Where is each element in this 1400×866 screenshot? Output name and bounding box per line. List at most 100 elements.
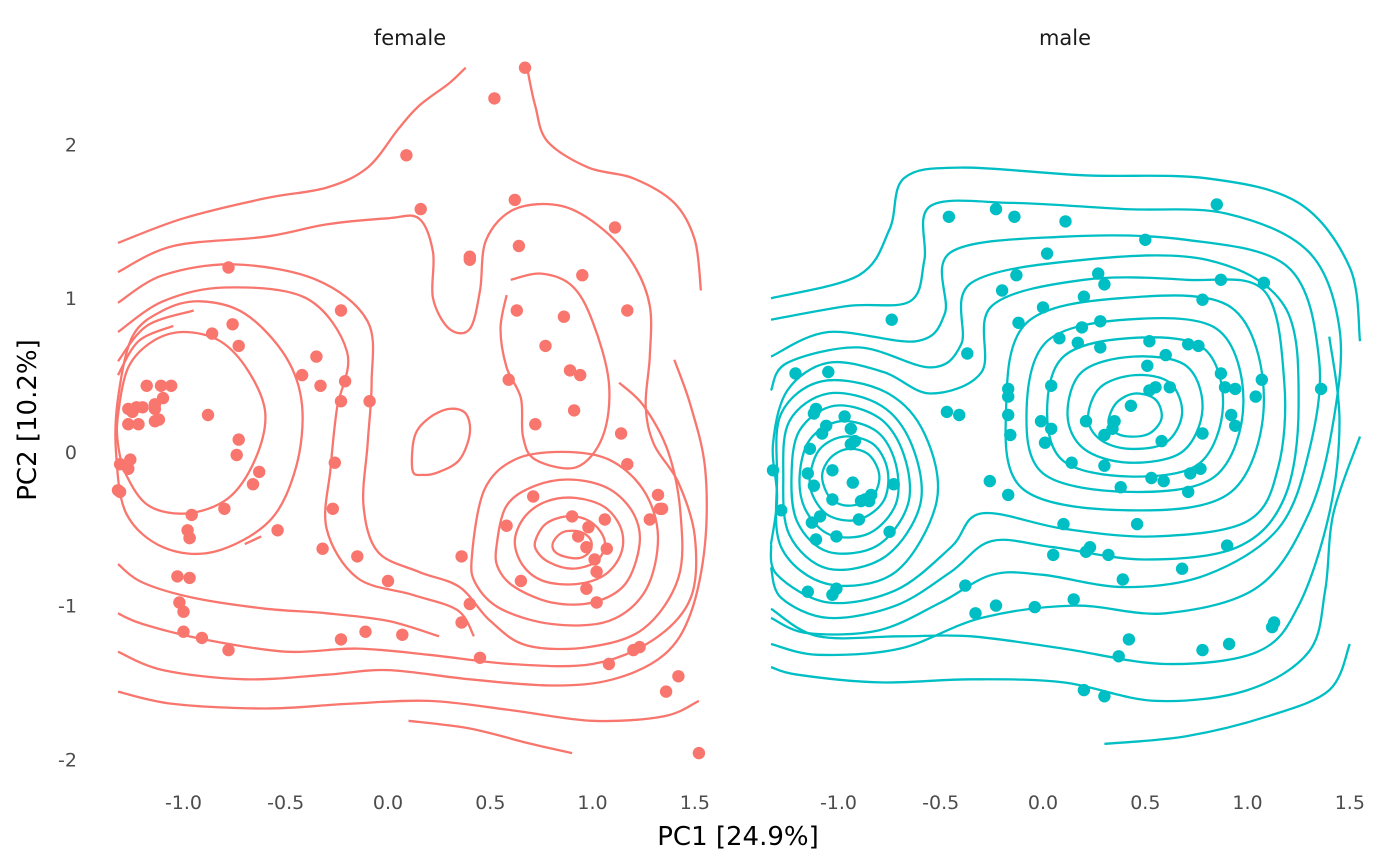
data-point: [563, 364, 577, 377]
data-point: [1314, 382, 1328, 396]
data-point: [1124, 399, 1138, 412]
y-tick-label: -1: [58, 596, 77, 618]
data-point: [488, 92, 501, 105]
data-point: [1077, 683, 1091, 697]
contour-ring: [115, 330, 267, 515]
density-contours-female: [114, 66, 708, 755]
data-point: [822, 365, 835, 379]
data-point: [940, 405, 954, 419]
data-point: [1116, 573, 1130, 586]
data-point: [310, 350, 323, 363]
data-point: [222, 643, 235, 657]
data-point: [1094, 341, 1107, 354]
data-point: [1036, 301, 1050, 314]
data-point: [614, 427, 628, 440]
data-point: [1092, 267, 1105, 280]
data-point: [1149, 381, 1162, 394]
x-tick-label: 0.0: [1028, 792, 1058, 814]
contour-line: [770, 436, 1362, 703]
data-point: [1067, 593, 1080, 606]
data-point: [326, 502, 339, 515]
data-point: [510, 304, 523, 317]
data-point: [961, 347, 974, 360]
data-point: [590, 565, 603, 578]
data-point: [608, 221, 622, 234]
data-point: [334, 633, 348, 646]
data-point: [518, 61, 532, 74]
data-point: [414, 202, 427, 216]
contour-line: [770, 166, 1362, 342]
data-point: [826, 464, 839, 477]
contour-line: [117, 309, 195, 362]
data-point: [1065, 456, 1078, 469]
data-point: [463, 253, 476, 266]
contour-line: [525, 67, 703, 291]
data-point: [1196, 293, 1209, 306]
data-point: [502, 373, 515, 386]
data-point: [1139, 233, 1152, 246]
facet-strip-male: male: [1039, 26, 1091, 50]
contour-line: [499, 272, 611, 470]
x-ticks-female: -1.0 -0.5 0.0 0.5 1.0 1.5: [165, 792, 710, 814]
data-point: [1182, 485, 1195, 499]
data-point: [1255, 373, 1269, 386]
data-point: [508, 193, 521, 207]
data-point: [1012, 316, 1025, 329]
data-point: [1098, 690, 1111, 703]
y-tick-label: -2: [58, 749, 77, 771]
data-point: [959, 579, 972, 592]
data-point: [852, 513, 866, 526]
data-point: [328, 456, 341, 469]
data-point: [1008, 210, 1021, 223]
data-point: [1229, 382, 1242, 396]
data-point: [222, 261, 235, 274]
contour-line: [769, 254, 1300, 620]
data-point: [651, 488, 665, 502]
data-point: [1141, 359, 1154, 372]
x-tick-label: -0.5: [922, 792, 959, 814]
data-point: [226, 318, 239, 331]
data-point: [1112, 650, 1125, 663]
data-point: [1196, 643, 1209, 657]
data-point: [826, 588, 839, 601]
data-point: [565, 510, 579, 523]
contour-line: [117, 359, 708, 687]
contour-ring: [410, 407, 472, 477]
data-point: [1047, 548, 1060, 562]
data-point: [846, 476, 859, 489]
data-point: [1079, 545, 1093, 558]
y-ticks: -2 -1 0 1 2: [58, 135, 77, 772]
contour-line: [770, 199, 1343, 657]
data-point: [1225, 408, 1238, 422]
data-point: [1114, 481, 1127, 494]
data-point: [1222, 637, 1236, 651]
data-point: [1045, 422, 1058, 435]
contour-ring: [1045, 336, 1225, 478]
data-point: [1028, 600, 1042, 614]
data-point: [942, 210, 956, 223]
data-point: [1079, 415, 1093, 428]
contour-line: [117, 286, 475, 637]
data-point: [1145, 471, 1158, 485]
data-point: [1002, 488, 1015, 502]
data-point: [295, 368, 309, 382]
data-point: [1122, 633, 1136, 646]
data-point: [177, 625, 190, 638]
y-tick-label: 0: [65, 442, 77, 464]
data-point: [1002, 390, 1015, 403]
data-point: [334, 395, 348, 408]
y-tick-label: 2: [65, 135, 77, 157]
data-point: [1249, 390, 1262, 403]
data-point: [807, 407, 821, 420]
x-tick-label: 1.5: [680, 792, 710, 814]
data-point: [314, 379, 327, 392]
points-female: [111, 61, 706, 760]
data-point: [232, 433, 245, 446]
data-point: [600, 542, 613, 555]
data-point: [539, 339, 552, 353]
data-point: [183, 571, 196, 585]
data-point: [621, 304, 634, 317]
x-tick-label: 0.5: [1130, 792, 1160, 814]
data-point: [588, 553, 601, 566]
